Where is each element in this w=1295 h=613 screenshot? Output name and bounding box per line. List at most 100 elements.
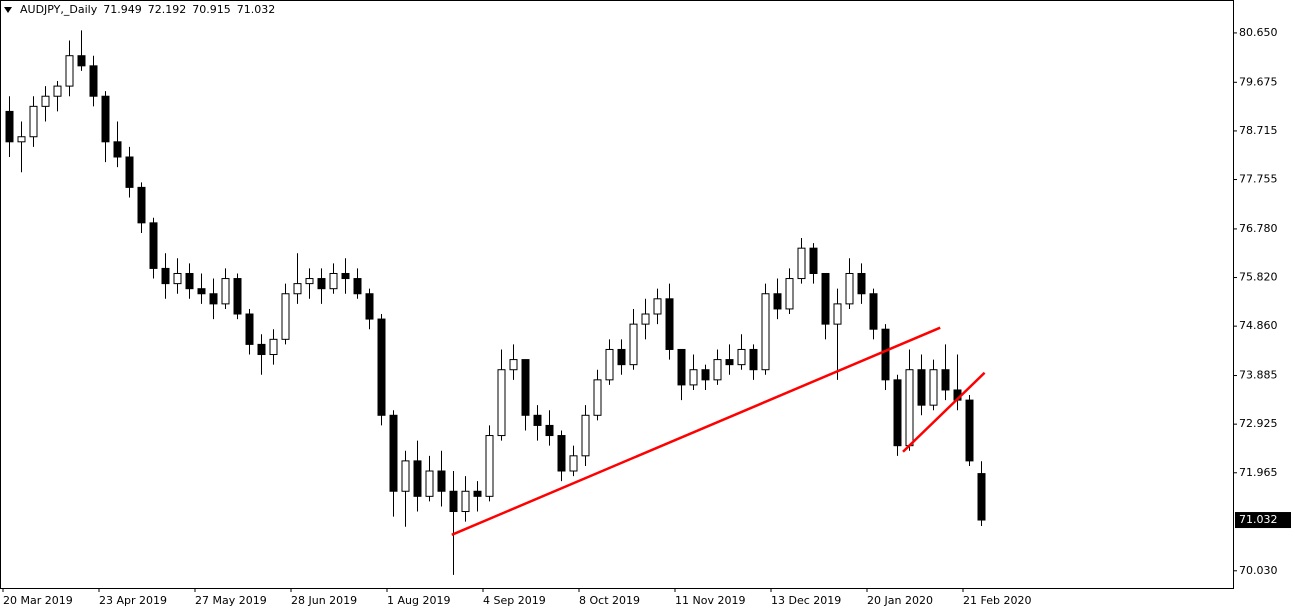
candle-body [209,293,218,305]
candle-body [41,95,50,107]
plot-frame [0,0,1234,589]
candle-body [17,136,26,143]
candle-body [485,435,494,497]
candle-body [521,359,530,416]
y-tick-label: 77.755 [1239,173,1278,186]
candle-body [365,293,374,320]
candle-body [629,323,638,366]
candle-body [305,278,314,285]
candle-body [425,470,434,497]
candle-body [785,278,794,310]
candle-body [413,460,422,497]
y-tick-label: 79.675 [1239,75,1278,88]
x-tick-label: 21 Feb 2020 [963,594,1031,607]
trendline [902,371,986,453]
candle-body [317,278,326,290]
x-tick-label: 13 Dec 2019 [771,594,841,607]
candle-body [113,141,122,158]
trendline [451,326,941,536]
x-tick-label: 28 Jun 2019 [291,594,357,607]
candle-body [137,186,146,224]
candle-body [917,369,926,406]
candle-body [857,272,866,295]
candle-body [5,110,14,143]
x-tick-label: 1 Aug 2019 [387,594,450,607]
last-close: 71.032 [236,3,276,16]
candle-body [89,65,98,97]
price-label: 71.032 [1239,513,1278,526]
x-tick-label: 23 Apr 2019 [99,594,167,607]
candle-body [293,283,302,295]
candle-body [713,359,722,381]
candle-body [941,369,950,391]
candle-body [353,278,362,295]
candle-body [605,348,614,381]
candle-body [557,435,566,472]
y-tick-label: 70.030 [1239,564,1278,577]
x-tick-label: 20 Mar 2019 [3,594,73,607]
candle-body [893,379,902,447]
candle-body [845,272,854,305]
candle-body [149,222,158,269]
y-tick-label: 71.965 [1239,466,1278,479]
y-tick-label: 78.715 [1239,124,1278,137]
candle-body [689,369,698,386]
last-high: 72.192 [147,3,187,16]
x-tick-label: 8 Oct 2019 [579,594,640,607]
candle-body [257,343,266,356]
candle-body [641,313,650,325]
candle-body [581,414,590,457]
x-tick-label: 27 May 2019 [195,594,267,607]
last-open: 71.949 [103,3,142,16]
price-label-box [1235,512,1291,529]
candle-body [545,424,554,437]
candle-body [809,247,818,274]
x-tick-label: 11 Nov 2019 [675,594,745,607]
last-low: 70.915 [192,3,231,16]
candle-body [437,470,446,492]
candle-body [869,293,878,330]
candle-body [53,85,62,97]
y-tick-label: 72.925 [1239,417,1278,430]
y-tick-label: 75.820 [1239,271,1278,284]
candle-body [593,379,602,416]
menu-arrow[interactable] [4,6,12,13]
candle-body [569,455,578,472]
candle-body [737,348,746,366]
candle-body [929,369,938,406]
candle-body [881,328,890,381]
candle-body [449,490,458,513]
y-tick-label: 74.860 [1239,319,1278,332]
candle-body [233,278,242,315]
candle-body [977,473,986,521]
candle-body [965,399,974,462]
y-tick-label: 80.650 [1239,26,1278,39]
x-tick-label: 20 Jan 2020 [867,594,933,607]
candle-body [221,278,230,305]
candle-body [161,267,170,285]
candle-body [389,414,398,492]
candle-body [617,348,626,366]
candle-body [329,272,338,290]
candle-body [677,348,686,386]
candle-body [761,293,770,371]
candle-body [125,156,134,188]
candle-body [653,298,662,315]
candle-body [341,272,350,280]
candle-body [281,293,290,340]
candle-body [821,272,830,325]
candle-body [173,272,182,285]
candle-body [473,490,482,497]
candle-body [245,313,254,345]
candle-body [401,460,410,492]
candle-body [29,105,38,138]
candle-body [749,348,758,371]
y-tick-label: 76.780 [1239,222,1278,235]
candle-body [377,318,386,416]
candle-body [77,55,86,67]
candle-body [461,490,470,513]
candle-body [773,293,782,310]
symbol-title: AUDJPY,_Daily [20,3,98,16]
